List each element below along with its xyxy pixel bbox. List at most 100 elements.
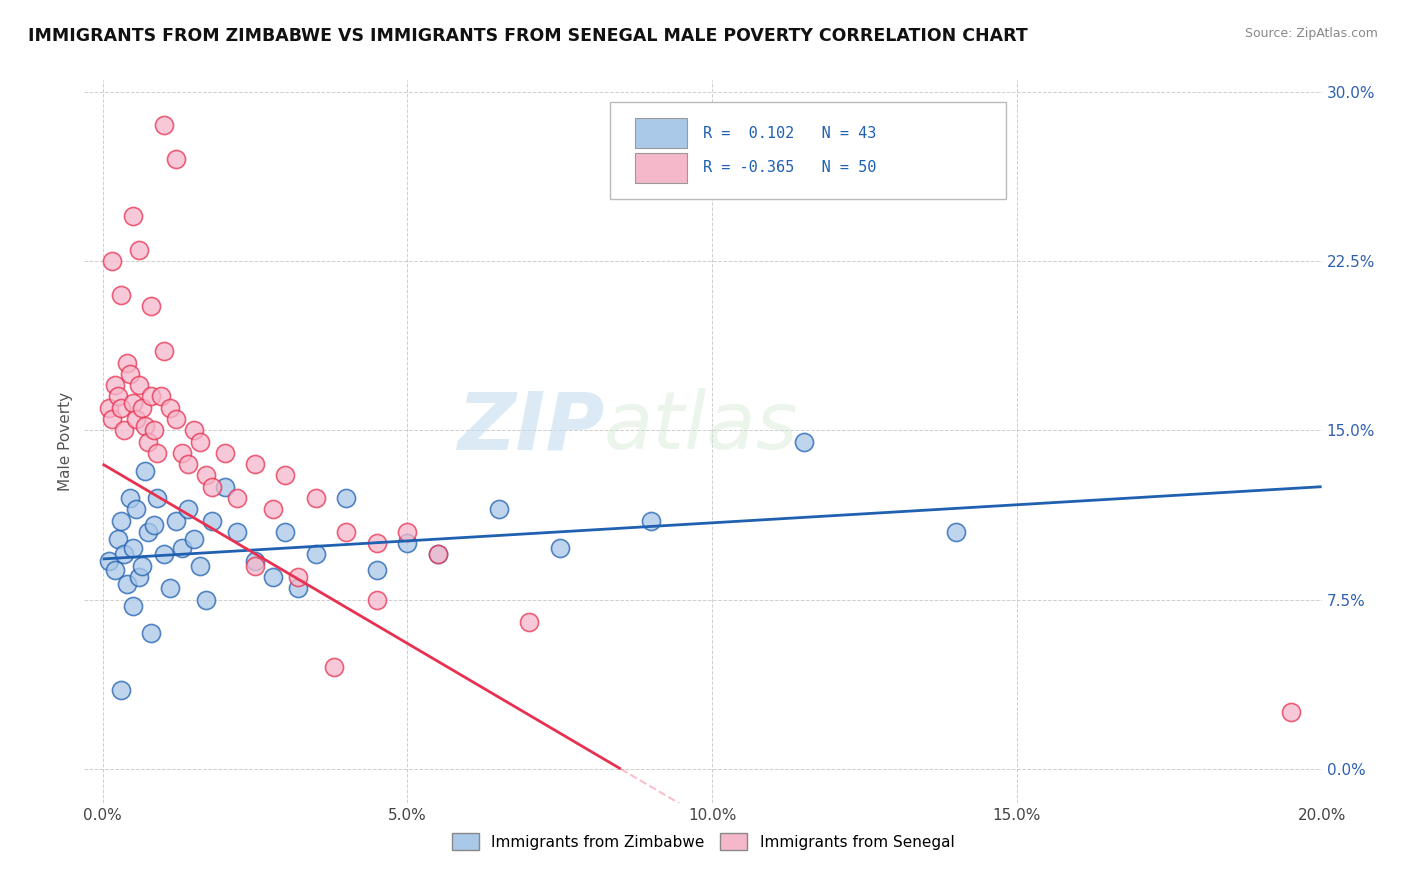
Point: [640, 514, 662, 528]
Point: [97, 554, 120, 568]
Point: [177, 457, 200, 471]
Text: R =  0.102   N = 43: R = 0.102 N = 43: [703, 126, 876, 141]
Point: [115, 576, 138, 591]
Point: [165, 153, 187, 167]
Point: [170, 541, 193, 555]
Point: [243, 457, 266, 471]
Point: [112, 548, 135, 562]
Point: [287, 582, 309, 596]
Text: Source: ZipAtlas.com: Source: ZipAtlas.com: [1244, 27, 1378, 40]
Point: [262, 570, 284, 584]
Point: [131, 401, 153, 415]
Point: [396, 524, 419, 539]
Point: [243, 558, 266, 573]
Point: [107, 389, 129, 403]
Point: [165, 412, 187, 426]
Point: [122, 541, 145, 555]
Point: [225, 524, 247, 539]
Point: [110, 514, 132, 528]
Point: [517, 615, 540, 630]
Point: [128, 570, 150, 584]
Point: [104, 378, 127, 392]
Point: [195, 468, 218, 483]
Point: [110, 401, 132, 415]
Point: [323, 660, 346, 674]
Point: [152, 119, 174, 133]
Point: [262, 502, 284, 516]
Point: [170, 446, 193, 460]
Point: [115, 355, 138, 369]
Point: [120, 491, 142, 505]
Point: [183, 423, 205, 437]
FancyBboxPatch shape: [610, 102, 1007, 200]
Text: ZIP: ZIP: [457, 388, 605, 467]
Point: [143, 423, 166, 437]
Point: [366, 563, 388, 577]
Point: [188, 558, 211, 573]
Point: [335, 491, 357, 505]
Point: [793, 434, 815, 449]
Point: [366, 536, 388, 550]
Point: [274, 468, 297, 483]
Text: IMMIGRANTS FROM ZIMBABWE VS IMMIGRANTS FROM SENEGAL MALE POVERTY CORRELATION CHA: IMMIGRANTS FROM ZIMBABWE VS IMMIGRANTS F…: [28, 27, 1028, 45]
Point: [335, 524, 357, 539]
Point: [426, 548, 449, 562]
Point: [945, 524, 967, 539]
Point: [110, 682, 132, 697]
Point: [146, 491, 169, 505]
Point: [134, 464, 156, 478]
Point: [141, 389, 163, 403]
FancyBboxPatch shape: [636, 153, 688, 183]
Point: [165, 514, 187, 528]
Point: [143, 518, 166, 533]
Point: [131, 558, 153, 573]
Point: [177, 502, 200, 516]
Point: [141, 626, 163, 640]
Point: [305, 491, 328, 505]
Point: [97, 401, 120, 415]
Point: [138, 434, 160, 449]
Point: [128, 378, 150, 392]
Point: [104, 563, 127, 577]
Point: [183, 532, 205, 546]
Point: [125, 502, 148, 516]
Point: [122, 599, 145, 614]
Point: [287, 570, 309, 584]
Point: [366, 592, 388, 607]
Point: [122, 209, 145, 223]
Point: [110, 287, 132, 301]
Text: R = -0.365   N = 50: R = -0.365 N = 50: [703, 161, 876, 175]
Point: [188, 434, 211, 449]
Point: [243, 554, 266, 568]
Point: [195, 592, 218, 607]
Point: [120, 367, 142, 381]
Point: [128, 243, 150, 257]
Point: [125, 412, 148, 426]
Point: [122, 396, 145, 410]
Point: [274, 524, 297, 539]
Point: [152, 548, 174, 562]
Point: [201, 514, 224, 528]
Point: [101, 412, 124, 426]
Text: atlas: atlas: [605, 388, 799, 467]
Point: [225, 491, 247, 505]
FancyBboxPatch shape: [636, 118, 688, 148]
Point: [1279, 706, 1302, 720]
Point: [146, 446, 169, 460]
Y-axis label: Male Poverty: Male Poverty: [58, 392, 73, 491]
Point: [101, 253, 124, 268]
Point: [149, 389, 172, 403]
Point: [159, 582, 181, 596]
Point: [152, 344, 174, 359]
Point: [214, 480, 236, 494]
Point: [548, 541, 571, 555]
Point: [134, 418, 156, 433]
Point: [426, 548, 449, 562]
Point: [488, 502, 510, 516]
Legend: Immigrants from Zimbabwe, Immigrants from Senegal: Immigrants from Zimbabwe, Immigrants fro…: [446, 827, 960, 856]
Point: [138, 524, 160, 539]
Point: [396, 536, 419, 550]
Point: [201, 480, 224, 494]
Point: [107, 532, 129, 546]
Point: [159, 401, 181, 415]
